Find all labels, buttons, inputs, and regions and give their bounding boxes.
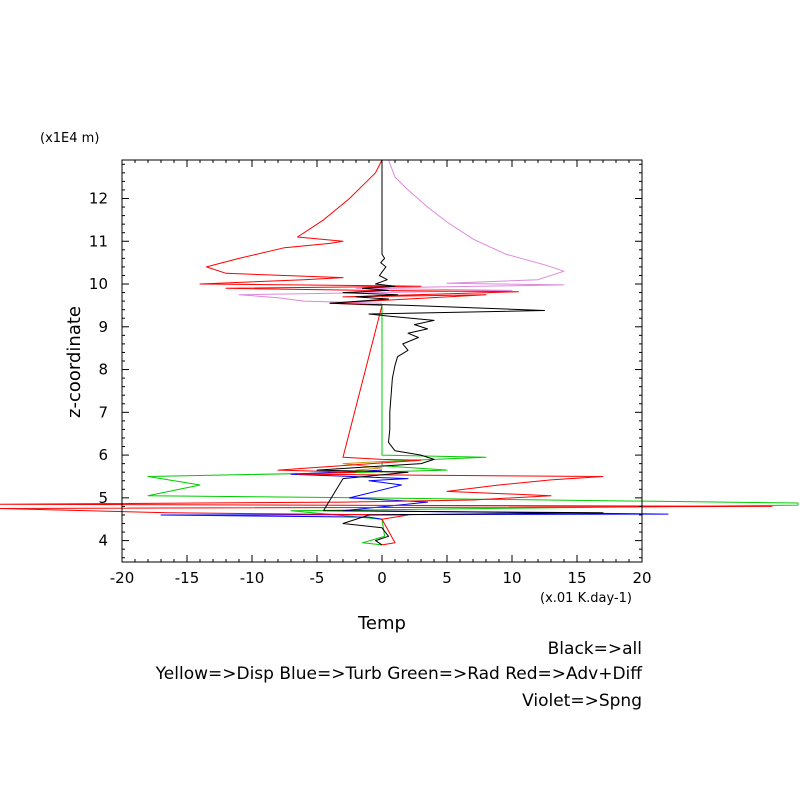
- series-line-3: [160, 469, 669, 520]
- y-unit-label: (x1E4 m): [40, 131, 99, 146]
- y-tick-label: 8: [98, 361, 108, 379]
- x-axis-title: Temp: [357, 613, 406, 634]
- y-tick-label: 12: [89, 189, 108, 207]
- legend-line-3: Violet=>Spng: [522, 691, 642, 711]
- x-tick-label: 20: [632, 569, 651, 587]
- y-tick-label: 9: [98, 318, 108, 336]
- x-tick-label: -15: [175, 569, 200, 587]
- x-tick-label: 0: [377, 569, 387, 587]
- y-axis-title: z-coordinate: [64, 306, 85, 418]
- series-layer: [0, 159, 799, 546]
- x-tick-label: -20: [110, 569, 135, 587]
- series-line-5: [238, 159, 565, 304]
- y-tick-label: 5: [98, 489, 108, 507]
- x-tick-label: 15: [567, 569, 586, 587]
- y-tick-label: 4: [98, 532, 108, 550]
- x-tick-label: 5: [442, 569, 452, 587]
- series-line-0: [316, 160, 604, 546]
- x-tick-label: 10: [502, 569, 521, 587]
- legend-line-2: Yellow=>Disp Blue=>Turb Green=>Rad Red=>…: [155, 664, 644, 684]
- y-tick-label: 7: [98, 403, 108, 421]
- y-tick-label: 6: [98, 446, 108, 464]
- legend-line-1: Black=>all: [548, 639, 642, 659]
- x-tick-label: -10: [240, 569, 265, 587]
- ticks-layer: -20 -15 -10 -5 0 5 10 15 20 4 5 6 7 8 9 10 11 12: [89, 160, 652, 587]
- y-tick-label: 10: [89, 275, 108, 293]
- x-tick-label: -5: [310, 569, 325, 587]
- y-tick-label: 11: [89, 232, 108, 250]
- series-line-1: [0, 159, 773, 546]
- series-line-2: [147, 305, 799, 546]
- x-unit-label: (x.01 K.day-1): [540, 591, 632, 606]
